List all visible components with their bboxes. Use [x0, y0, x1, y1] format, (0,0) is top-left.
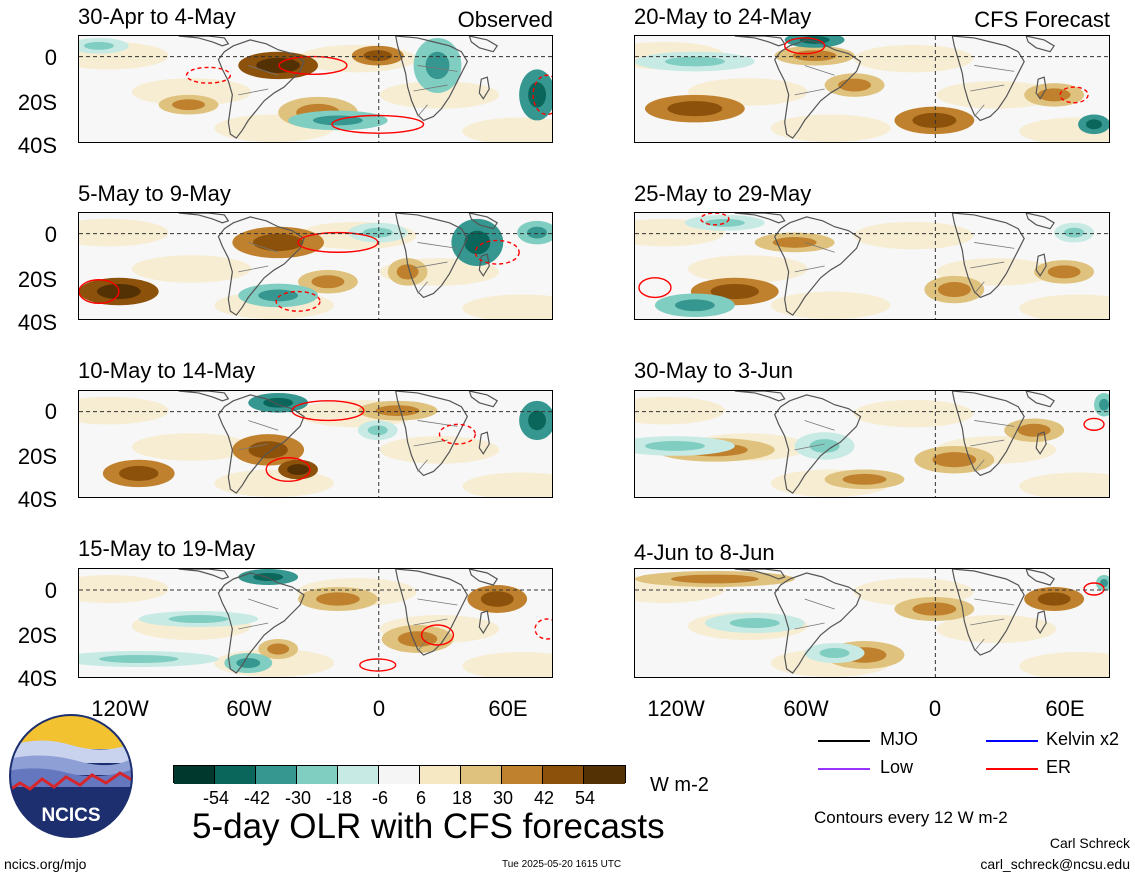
x-label-120w: 120W	[91, 696, 149, 721]
footer-email[interactable]: carl_schreck@ncsu.edu	[980, 856, 1130, 872]
map-observed-3	[78, 390, 553, 498]
logo-text: NCICS	[41, 805, 100, 826]
colorbar-swatch	[502, 766, 543, 784]
legend-label-low: Low	[880, 757, 914, 777]
colorbar-swatch	[215, 766, 256, 784]
y-label-40s: 40S	[17, 487, 57, 512]
colorbar-swatch	[379, 766, 420, 784]
colorbar-label: -30	[284, 788, 311, 808]
colorbar-label: 6	[415, 788, 426, 808]
map-observed-2	[78, 212, 553, 320]
colorbar-swatch	[297, 766, 338, 784]
x-label-60w: 60W	[783, 696, 829, 721]
y-label-0: 0	[44, 45, 57, 70]
colorbar-label: 54	[574, 788, 596, 808]
x-label-120w: 120W	[647, 696, 705, 721]
x-label-60e: 60E	[1045, 696, 1085, 721]
map-forecast-4	[634, 568, 1110, 678]
x-label-60w: 60W	[226, 696, 272, 721]
y-label-20s: 20S	[17, 623, 57, 648]
colorbar	[173, 765, 626, 784]
footer-author: Carl Schreck	[1049, 835, 1130, 851]
y-label-0: 0	[44, 399, 57, 424]
legend-label-kelvin: Kelvin x2	[1046, 729, 1120, 749]
legend-label-mjo: MJO	[880, 729, 918, 749]
colorbar-label: -42	[243, 788, 270, 808]
colorbar-label: -6	[371, 788, 388, 808]
legend-swatch-er	[986, 768, 1038, 770]
panel-tag-forecast: CFS Forecast	[974, 7, 1110, 32]
ncics-logo: NCICS	[8, 713, 134, 839]
map-observed-1	[78, 35, 553, 143]
x-label-60e: 60E	[488, 696, 528, 721]
map-observed-4	[78, 568, 553, 678]
figure-title: 5-day OLR with CFS forecasts	[192, 807, 665, 846]
legend-swatch-mjo	[818, 740, 870, 742]
y-label-40s: 40S	[17, 666, 57, 691]
colorbar-units: W m-2	[650, 774, 709, 796]
legend-swatch-low	[818, 768, 870, 770]
panel-title-observed-2: 5-May to 9-May	[78, 181, 231, 206]
panel-title-observed-3: 10-May to 14-May	[78, 358, 256, 383]
colorbar-swatch	[174, 766, 215, 784]
y-label-20s: 20S	[17, 267, 57, 292]
colorbar-swatch	[338, 766, 379, 784]
colorbar-label: 18	[451, 788, 473, 808]
colorbar-swatch	[420, 766, 461, 784]
map-forecast-2	[634, 212, 1110, 320]
panel-title-forecast-2: 25-May to 29-May	[634, 181, 812, 206]
contour-note: Contours every 12 W m-2	[814, 808, 1008, 827]
panel-title-observed-1: 30-Apr to 4-May	[78, 4, 236, 29]
colorbar-swatch	[256, 766, 297, 784]
panel-title-forecast-3: 30-May to 3-Jun	[634, 358, 793, 383]
colorbar-label: -54	[202, 788, 229, 808]
y-label-0: 0	[44, 578, 57, 603]
footer-url[interactable]: ncics.org/mjo	[4, 856, 87, 872]
colorbar-label: -18	[325, 788, 352, 808]
y-label-40s: 40S	[17, 310, 57, 335]
colorbar-swatch	[461, 766, 502, 784]
map-forecast-1	[634, 35, 1110, 143]
panel-tag-observed: Observed	[457, 7, 553, 32]
y-label-0: 0	[44, 222, 57, 247]
panel-title-forecast-4: 4-Jun to 8-Jun	[634, 540, 775, 565]
x-label-0: 0	[928, 696, 942, 721]
legend-swatch-kelvin	[986, 740, 1038, 742]
colorbar-swatch	[584, 766, 625, 784]
footer-timestamp: Tue 2025-05-20 1615 UTC	[502, 859, 622, 870]
panel-title-observed-4: 15-May to 19-May	[78, 536, 256, 561]
map-forecast-3	[634, 390, 1110, 498]
x-label-0: 0	[372, 696, 386, 721]
y-label-40s: 40S	[17, 133, 57, 158]
legend-label-er: ER	[1046, 757, 1072, 777]
colorbar-label: 30	[492, 788, 514, 808]
panel-title-forecast-1: 20-May to 24-May	[634, 4, 812, 29]
colorbar-label: 42	[533, 788, 555, 808]
colorbar-swatch	[543, 766, 584, 784]
y-label-20s: 20S	[17, 444, 57, 469]
y-label-20s: 20S	[17, 90, 57, 115]
